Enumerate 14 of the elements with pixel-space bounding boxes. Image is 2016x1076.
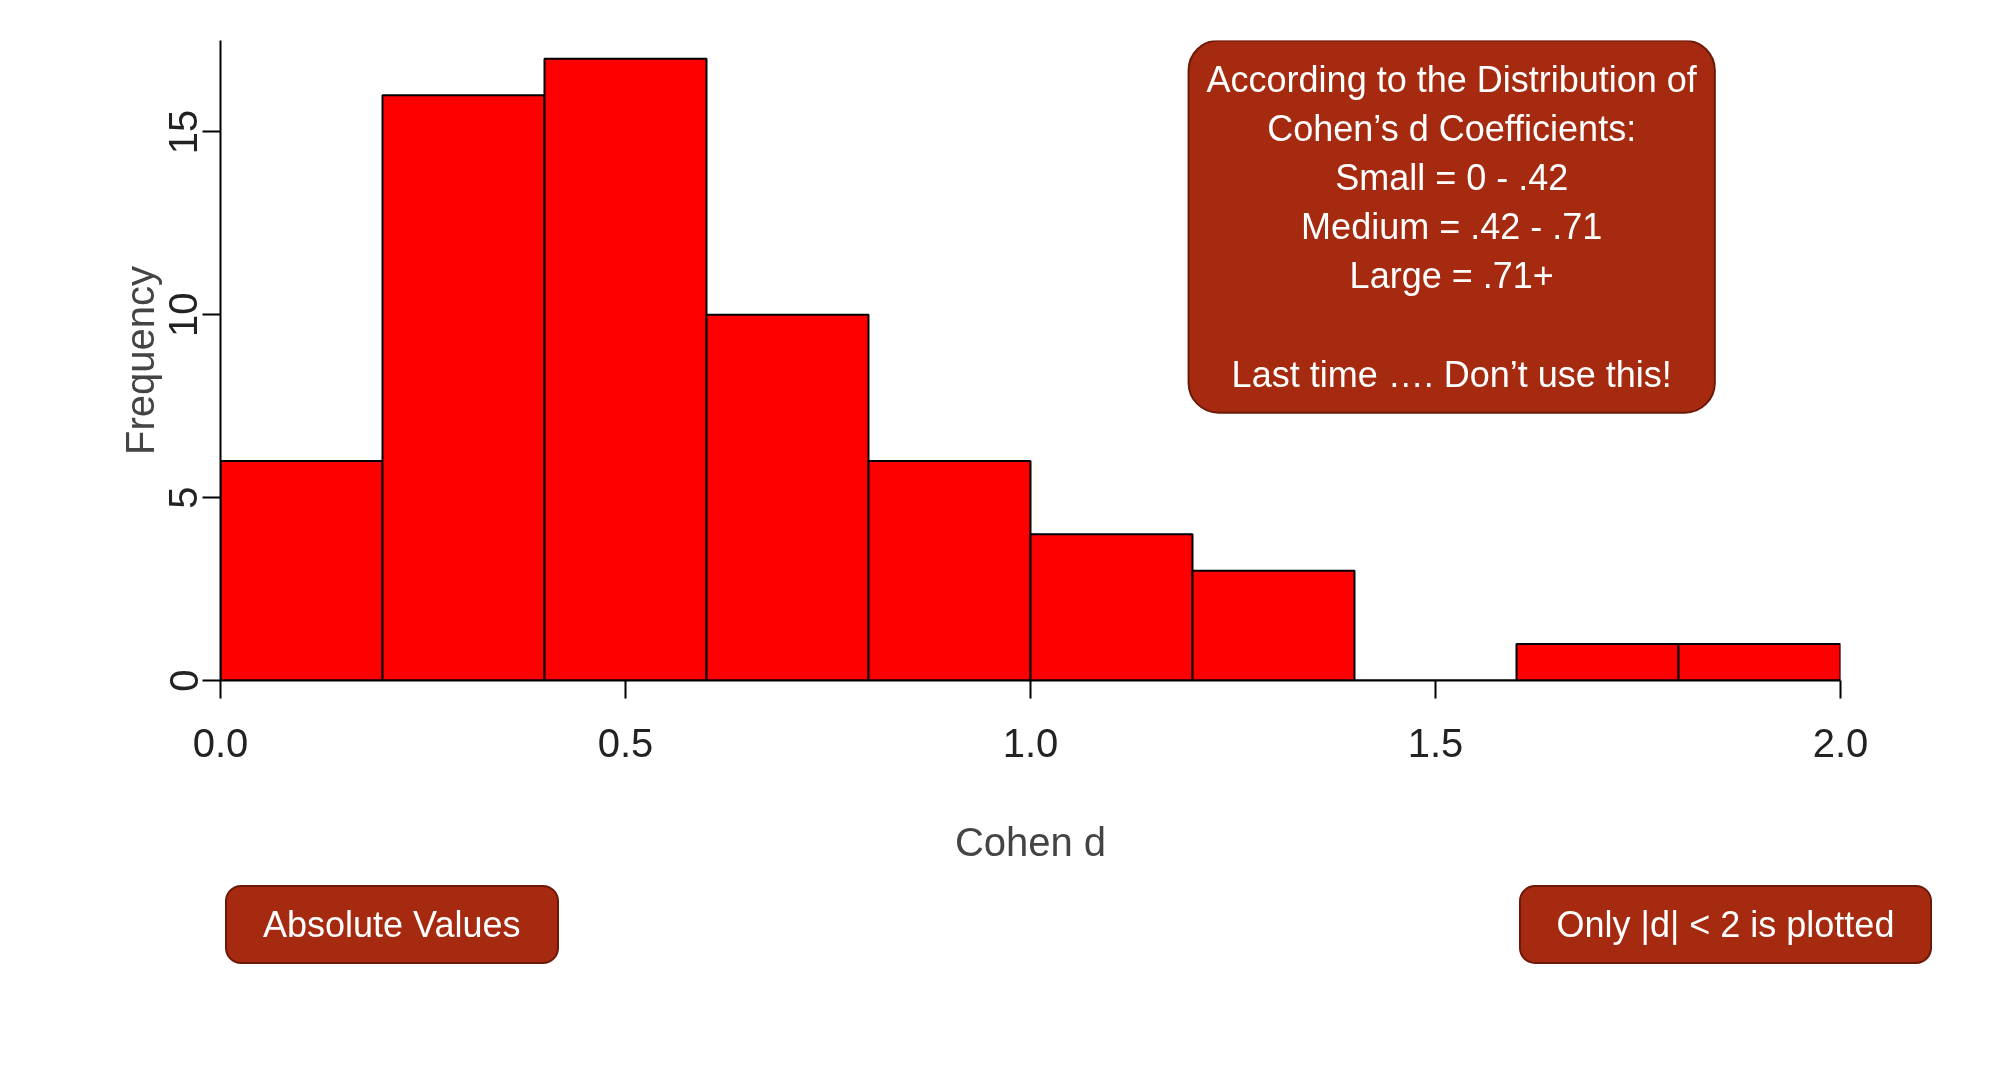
text: Absolute Values xyxy=(263,903,521,947)
y-axis-title: Frequency xyxy=(117,266,162,455)
text: According to the Distribution of Cohen’s d Coefficients: Small = 0 - .42 Medium = .42 - .71 Large = .71+ Last time …. Don’t use this! xyxy=(1206,58,1697,395)
x-tick-label: 1.0 xyxy=(1002,720,1059,765)
x-tick-label: 2.0 xyxy=(1812,720,1869,765)
y-tick-label: 0 xyxy=(161,669,206,692)
text: Only |d| < 2 is plotted xyxy=(1556,903,1895,947)
x-axis-title: Cohen d xyxy=(954,819,1107,864)
y-tick-label: 5 xyxy=(161,486,206,509)
y-tick-label: 15 xyxy=(161,109,206,155)
y-tick-label: 10 xyxy=(161,292,206,338)
x-tick-label: 1.5 xyxy=(1407,720,1464,765)
x-tick-label: 0.5 xyxy=(597,720,654,765)
x-tick-label: 0.0 xyxy=(192,720,249,765)
